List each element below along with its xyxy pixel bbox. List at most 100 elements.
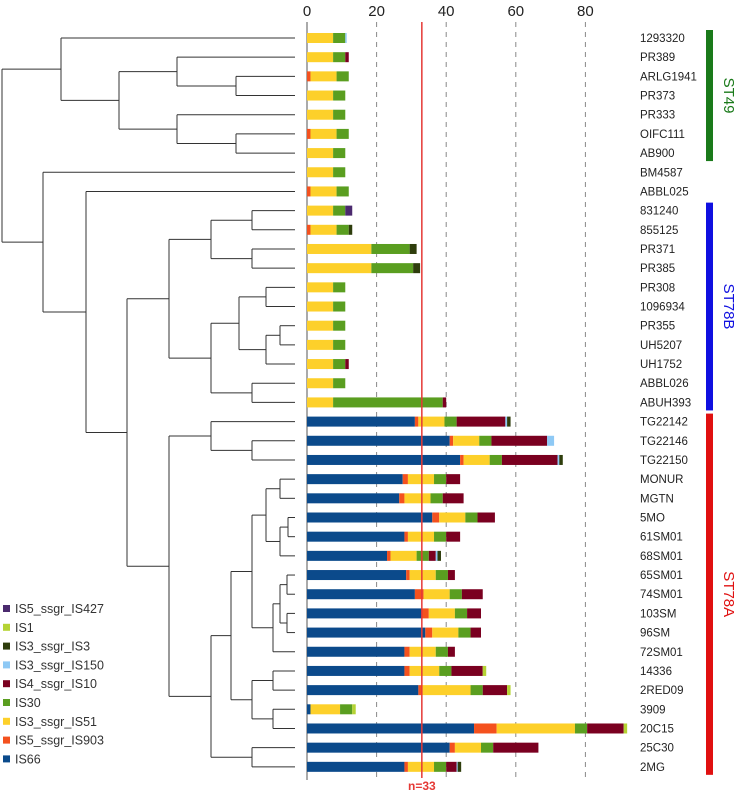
- bar-segment-is3_ssgr_is51: [496, 723, 575, 734]
- row-label: ABBL026: [640, 378, 689, 390]
- bar-segment-is3_ssgr_is51: [307, 167, 334, 178]
- legend-swatch: [3, 680, 10, 688]
- bar-segment-is30: [336, 71, 349, 82]
- bar-segment-is30: [333, 33, 346, 43]
- bar-segment-is3_ssgr_is150: [345, 33, 347, 43]
- bar-segment-is4_ssgr_is10: [491, 435, 548, 446]
- legend-label: IS5_ssgr_IS427: [15, 602, 104, 616]
- bar-segment-is66: [307, 416, 415, 427]
- bar-segment-is3_ssgr_is51: [310, 704, 341, 715]
- row-label: MGTN: [640, 493, 674, 505]
- row-label: PR308: [640, 282, 675, 294]
- bar-segment-is30: [336, 128, 349, 139]
- row-label: 96SM: [640, 628, 670, 640]
- x-tick-label: 20: [368, 3, 385, 20]
- bar-segment-is3_ssgr_is3: [507, 416, 511, 427]
- row-label: PR389: [640, 52, 675, 64]
- bar-segment-is3_ssgr_is51: [307, 320, 334, 331]
- bar-segment-is5_ssgr_is903: [418, 685, 422, 696]
- bar-segment-is3_ssgr_is150: [557, 454, 560, 465]
- row-label: ABBL025: [640, 186, 689, 198]
- bar-segment-is30: [470, 685, 483, 696]
- bar-segment-is30: [454, 608, 468, 619]
- bar-segment-is4_ssgr_is10: [501, 454, 558, 465]
- row-label: 103SM: [640, 608, 676, 620]
- bar-segment-is30: [416, 550, 429, 561]
- legend-swatch: [3, 699, 10, 706]
- bar-segment-is30: [333, 282, 346, 293]
- row-label: PR373: [640, 91, 675, 103]
- bar-segment-is4_ssgr_is10: [447, 570, 455, 581]
- row-label: 1293320: [640, 33, 685, 45]
- bar-segment-is5_ssgr_is903: [406, 570, 410, 581]
- bar-segment-is3_ssgr_is51: [310, 186, 337, 197]
- row-label: 61SM01: [640, 532, 683, 544]
- legend-swatch: [3, 736, 10, 744]
- legend-swatch: [3, 717, 10, 725]
- bar-segment-is30: [333, 339, 346, 350]
- row-label: TG22146: [640, 436, 688, 448]
- bar-segment-is3_ssgr_is51: [432, 627, 459, 638]
- legend-swatch: [3, 661, 10, 669]
- bar-segment-is4_ssgr_is10: [428, 550, 436, 561]
- row-label: ABUH393: [640, 397, 691, 409]
- bar-segment-is4_ssgr_is10: [345, 359, 349, 370]
- bar-segment-is30: [333, 52, 346, 63]
- bar-segment-is30: [430, 493, 443, 504]
- bar-segment-is4_ssgr_is10: [467, 608, 481, 619]
- bar-segment-is30: [465, 512, 478, 523]
- bar-segment-is3_ssgr_is150: [456, 761, 458, 772]
- x-tick-label: 0: [303, 3, 311, 20]
- bar-segment-is30: [333, 167, 346, 178]
- bar-segment-is30: [444, 416, 457, 427]
- bar-segment-is30: [333, 397, 443, 408]
- bar-segment-is3_ssgr_is51: [307, 243, 372, 254]
- bar-segment-is30: [435, 570, 448, 581]
- clade-bar: [706, 30, 713, 162]
- bar-segment-is3_ssgr_is51: [307, 90, 334, 101]
- row-label: 20C15: [640, 723, 674, 735]
- bar-segment-is66: [307, 435, 450, 446]
- bar-segment-is3_ssgr_is51: [428, 608, 455, 619]
- bar-segment-is4_ssgr_is10: [446, 531, 461, 542]
- bar-segment-is3_ssgr_is51: [307, 109, 334, 120]
- bar-segment-is3_ssgr_is51: [310, 224, 337, 235]
- bar-segment-is4_ssgr_is10: [345, 52, 349, 63]
- bar-segment-is4_ssgr_is10: [470, 627, 481, 638]
- row-label: UH1752: [640, 359, 682, 371]
- bar-segment-is3_ssgr_is51: [310, 71, 337, 82]
- bar-segment-is3_ssgr_is51: [439, 512, 466, 523]
- bar-segment-is3_ssgr_is51: [407, 474, 435, 485]
- bar-segment-is5_ssgr_is903: [399, 493, 405, 504]
- clade-label: ST78A: [720, 571, 737, 617]
- bar-segment-is3_ssgr_is3: [413, 263, 421, 274]
- bar-segment-is4_ssgr_is10: [442, 493, 464, 504]
- bar-segment-is3_ssgr_is51: [307, 33, 334, 43]
- legend-label: IS3_ssgr_IS51: [15, 715, 97, 729]
- bar-segment-is30: [336, 224, 349, 235]
- bar-segment-is3_ssgr_is3: [409, 243, 417, 254]
- bar-segment-is30: [434, 761, 447, 772]
- row-label: 72SM01: [640, 647, 683, 659]
- bar-segment-is5_ssgr_is903: [404, 761, 408, 772]
- bar-segment-is30: [434, 531, 447, 542]
- bar-segment-is30: [439, 665, 452, 676]
- bar-segment-is3_ssgr_is51: [307, 148, 334, 159]
- row-label: UH5207: [640, 340, 682, 352]
- bar-segment-is66: [307, 474, 403, 485]
- row-label: 2RED09: [640, 685, 683, 697]
- bar-segment-is30: [371, 263, 414, 274]
- row-label: 5MO: [640, 513, 665, 525]
- bar-segment-is3_ssgr_is51: [463, 454, 490, 465]
- bar-segment-is5_ssgr_is903: [404, 531, 408, 542]
- row-label: TG22150: [640, 455, 688, 467]
- row-label: 65SM01: [640, 570, 683, 582]
- bar-segment-is4_ssgr_is10: [482, 685, 508, 696]
- bar-segment-is5_ssgr_is903: [307, 224, 311, 235]
- bar-segment-is30: [333, 109, 346, 120]
- bar-segment-is3_ssgr_is150: [435, 550, 438, 561]
- bar-segment-is3_ssgr_is51: [409, 570, 436, 581]
- bar-segment-is5_ssgr_is903: [474, 723, 497, 734]
- bar-segment-is3_ssgr_is3: [348, 224, 353, 235]
